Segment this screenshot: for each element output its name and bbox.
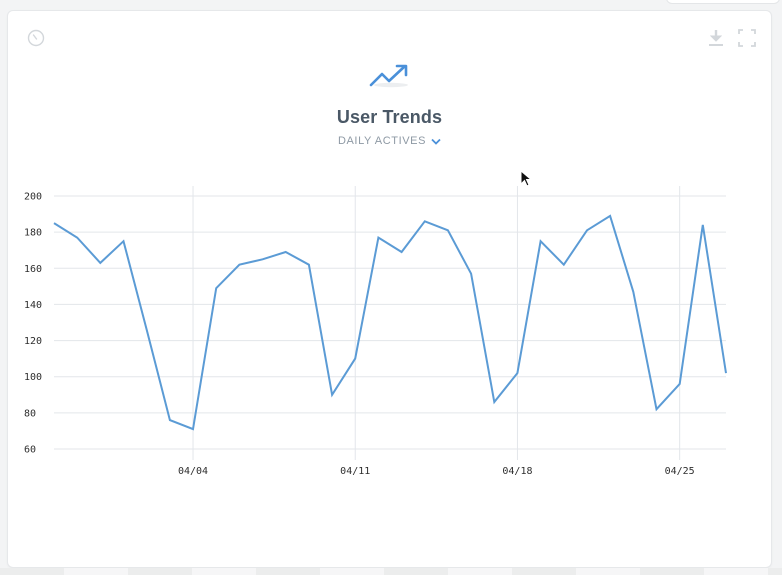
y-tick-label: 80 [24,408,36,419]
y-tick-label: 100 [24,372,42,383]
x-tick-label: 04/25 [665,466,695,477]
y-tick-label: 180 [24,228,42,239]
y-tick-label: 160 [24,264,42,275]
x-tick-label: 04/04 [178,466,208,477]
y-tick-label: 140 [24,300,42,311]
expand-icon[interactable] [738,29,756,47]
x-tick-label: 04/18 [502,466,532,477]
card-title: User Trends [336,107,443,127]
user-trends-card: User Trends DAILY ACTIVES [7,10,772,568]
y-tick-label: 120 [24,336,42,347]
x-tick-label: 04/11 [340,466,370,477]
clock-icon[interactable] [27,29,45,47]
series-line[interactable] [53,214,727,431]
metric-selector-label: DAILY ACTIVES [337,135,427,147]
background-strip [0,568,782,575]
y-tick-label: 200 [24,192,42,203]
download-icon[interactable] [707,28,725,48]
chevron-down-icon [431,138,441,145]
y-tick-label: 60 [24,445,36,456]
card-header: User Trends DAILY ACTIVES [8,61,771,149]
trending-up-icon [369,64,408,88]
metric-selector-dropdown[interactable]: DAILY ACTIVES [338,135,441,147]
